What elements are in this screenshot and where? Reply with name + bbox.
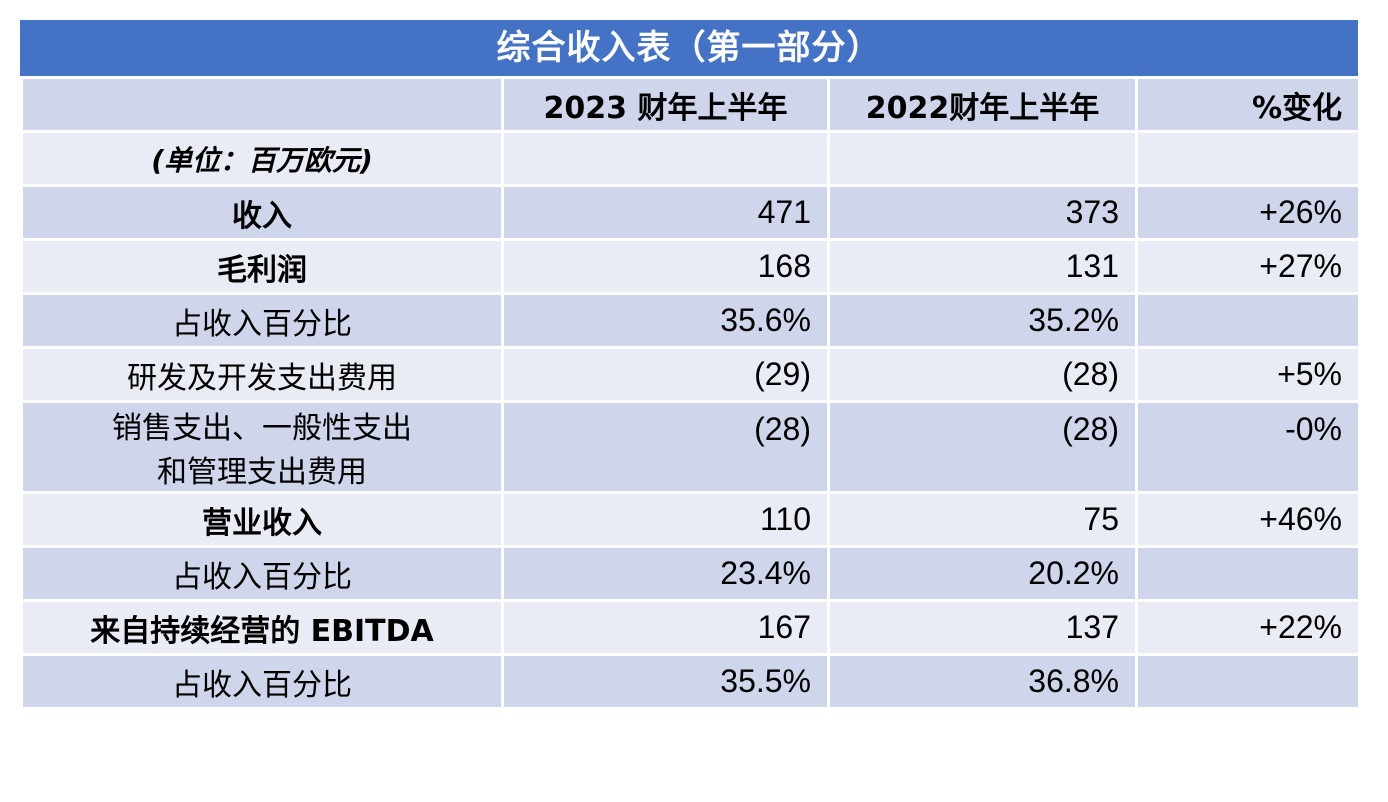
fy2023-value: 168 [501,238,830,295]
row-label: 销售支出、一般性支出 和管理支出费用 [20,400,504,494]
table-row: 占收入百分比 35.6% 35.2% [20,292,1361,349]
fy2022-value: (28) [827,400,1138,494]
change-value: +5% [1135,346,1361,403]
row-label-line2: 和管理支出费用 [157,455,367,490]
header-col1 [20,76,504,133]
fy2022-value: 137 [827,599,1138,656]
fy2023-value: (28) [501,400,830,494]
row-label: 占收入百分比 [20,653,504,710]
income-table: 2023 财年上半年 2022财年上半年 %变化 (单位：百万欧元) 收入 47… [20,76,1361,710]
table-title: 综合收入表（第一部分） [20,20,1358,76]
fy2022-value: 75 [827,491,1138,548]
row-label: 研发及开发支出费用 [20,346,504,403]
change-value: -0% [1135,400,1361,494]
row-label: 占收入百分比 [20,545,504,602]
unit-label: (单位：百万欧元) [20,130,504,187]
change-value [1135,653,1361,710]
row-label-line1: 销售支出、一般性支出 [112,411,412,446]
unit-row: (单位：百万欧元) [20,130,1361,187]
change-value: +27% [1135,238,1361,295]
table-row: 占收入百分比 23.4% 20.2% [20,545,1361,602]
fy2023-value: 110 [501,491,830,548]
table-row: 研发及开发支出费用 (29) (28) +5% [20,346,1361,403]
fy2022-value: 35.2% [827,292,1138,349]
fy2023-value: 167 [501,599,830,656]
fy2022-value: 36.8% [827,653,1138,710]
row-label: 来自持续经营的 EBITDA [20,599,504,656]
fy2023-value: 35.5% [501,653,830,710]
fy2022-value: 20.2% [827,545,1138,602]
income-statement: 综合收入表（第一部分） 2023 财年上半年 2022财年上半年 %变化 (单位… [20,20,1361,710]
change-value: +46% [1135,491,1361,548]
table-row: 占收入百分比 35.5% 36.8% [20,653,1361,710]
fy2022-value: 373 [827,184,1138,241]
row-label: 收入 [20,184,504,241]
header-change: %变化 [1135,76,1361,133]
table-row: 来自持续经营的 EBITDA 167 137 +22% [20,599,1361,656]
fy2023-value: 35.6% [501,292,830,349]
change-value: +26% [1135,184,1361,241]
row-label: 占收入百分比 [20,292,504,349]
table-row: 毛利润 168 131 +27% [20,238,1361,295]
header-fy2022: 2022财年上半年 [827,76,1138,133]
change-value: +22% [1135,599,1361,656]
change-value [1135,292,1361,349]
header-row: 2023 财年上半年 2022财年上半年 %变化 [20,76,1361,133]
table-row: 营业收入 110 75 +46% [20,491,1361,548]
table-row: 销售支出、一般性支出 和管理支出费用 (28) (28) -0% [20,400,1361,494]
fy2023-value: 471 [501,184,830,241]
row-label: 营业收入 [20,491,504,548]
change-value [1135,545,1361,602]
fy2023-value: (29) [501,346,830,403]
header-fy2023: 2023 财年上半年 [501,76,830,133]
fy2022-value: 131 [827,238,1138,295]
row-label: 毛利润 [20,238,504,295]
table-row: 收入 471 373 +26% [20,184,1361,241]
fy2023-value: 23.4% [501,545,830,602]
fy2022-value: (28) [827,346,1138,403]
